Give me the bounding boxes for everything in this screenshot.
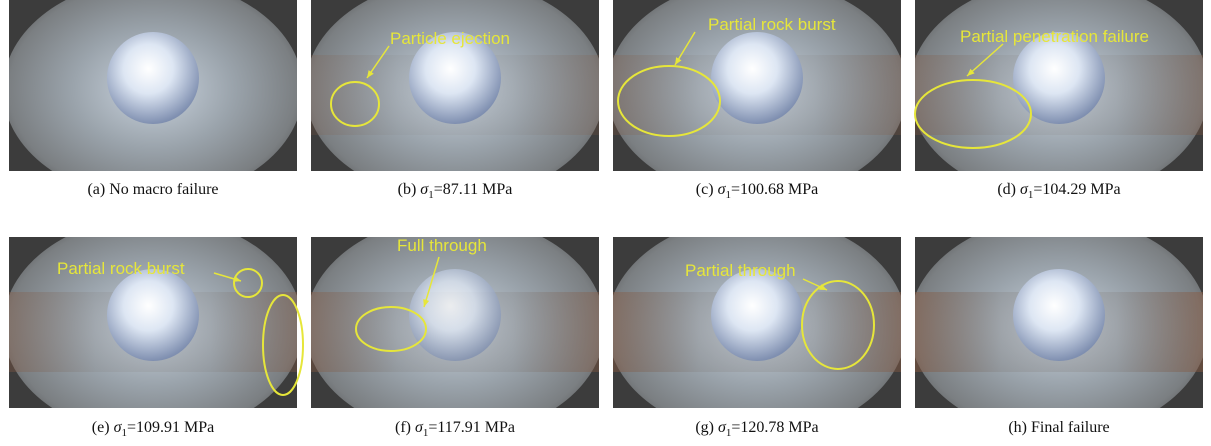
caption: (h) Final failure (1008, 419, 1109, 436)
panel: Partial rock burst (607, 0, 907, 200)
figure: (a) No macro failure Particle ejection (b)… (0, 0, 1211, 446)
photo (3, 217, 303, 437)
annotation-text: Full through (397, 236, 487, 255)
panel (909, 217, 1209, 437)
panel (3, 0, 303, 200)
panel: Partial through (607, 217, 907, 437)
caption-text: Final failure (1031, 419, 1110, 436)
panel: Partial penetration failure (909, 0, 1209, 200)
annotation-text: Partial penetration failure (960, 27, 1149, 46)
panel: Full through (305, 217, 605, 437)
annotation-text: Partial rock burst (57, 259, 185, 278)
caption-label: (h) (1008, 419, 1027, 436)
panel: Particle ejection (305, 0, 605, 200)
caption-label: (a) (87, 181, 105, 198)
caption-text: =120.78 MPa (731, 419, 818, 436)
annotation-text: Partial rock burst (708, 15, 836, 34)
caption-label: (f) (395, 419, 411, 436)
photo (3, 0, 303, 200)
caption-text: =87.11 MPa (434, 181, 513, 198)
photo (607, 217, 907, 437)
caption-text: =117.91 MPa (428, 419, 515, 436)
caption: (f) σ1=117.91 MPa (395, 419, 515, 439)
caption: (a) No macro failure (87, 181, 218, 198)
panel: Partial rock burst (3, 217, 303, 437)
caption: (d) σ1=104.29 MPa (997, 181, 1120, 201)
annotation-text: Particle ejection (390, 29, 510, 48)
caption-label: (b) (398, 181, 417, 198)
caption-text: =109.91 MPa (127, 419, 214, 436)
caption: (b) σ1=87.11 MPa (398, 181, 513, 201)
caption: (c) σ1=100.68 MPa (696, 181, 818, 201)
caption-label: (e) (92, 419, 110, 436)
caption-label: (g) (695, 419, 714, 436)
caption: (e) σ1=109.91 MPa (92, 419, 214, 439)
caption-label: (d) (997, 181, 1016, 198)
caption-text: =104.29 MPa (1033, 181, 1120, 198)
annotation-text: Partial through (685, 261, 796, 280)
caption: (g) σ1=120.78 MPa (695, 419, 818, 439)
caption-text: No macro failure (109, 181, 218, 198)
caption-label: (c) (696, 181, 714, 198)
photo (909, 217, 1209, 437)
caption-text: =100.68 MPa (731, 181, 818, 198)
